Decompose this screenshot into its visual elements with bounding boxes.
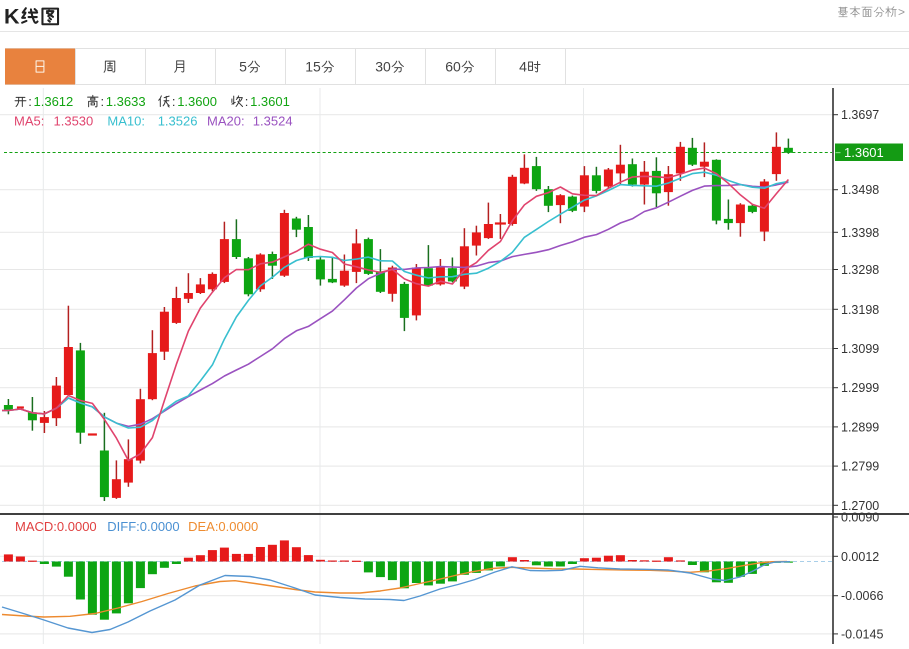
- svg-text:-0.0145: -0.0145: [841, 627, 883, 641]
- svg-text:K: K: [4, 5, 20, 29]
- svg-text:1.3633: 1.3633: [106, 94, 146, 109]
- svg-text:1.2799: 1.2799: [841, 460, 879, 474]
- svg-text:1.3198: 1.3198: [841, 303, 879, 317]
- svg-text:1.3526: 1.3526: [158, 114, 198, 129]
- svg-text:4: 4: [519, 59, 527, 75]
- svg-text:0.0090: 0.0090: [841, 511, 879, 525]
- svg-text:-0.0066: -0.0066: [841, 589, 883, 603]
- svg-text::: :: [172, 94, 176, 109]
- svg-text:MA5:: MA5:: [14, 114, 44, 129]
- svg-text:1.3298: 1.3298: [841, 263, 879, 277]
- svg-text:3: 3: [375, 59, 383, 75]
- svg-text:1.3498: 1.3498: [841, 183, 879, 197]
- svg-text:1: 1: [305, 59, 313, 75]
- svg-text:1.3697: 1.3697: [841, 108, 879, 122]
- svg-text:0: 0: [453, 59, 461, 75]
- svg-text:>: >: [898, 5, 905, 19]
- svg-text:1.3398: 1.3398: [841, 226, 879, 240]
- svg-text:MACD:0.0000: MACD:0.0000: [15, 519, 97, 534]
- svg-text:1.3600: 1.3600: [177, 94, 217, 109]
- svg-text:MA20:: MA20:: [207, 114, 245, 129]
- svg-text:0.0012: 0.0012: [841, 550, 879, 564]
- svg-text::: :: [28, 94, 32, 109]
- svg-text:MA10:: MA10:: [107, 114, 145, 129]
- svg-text:1.3530: 1.3530: [54, 114, 94, 129]
- svg-text:1.2999: 1.2999: [841, 381, 879, 395]
- svg-text:5: 5: [239, 59, 247, 75]
- svg-text:0: 0: [383, 59, 391, 75]
- svg-text::: :: [101, 94, 105, 109]
- svg-text:1.3612: 1.3612: [34, 94, 74, 109]
- svg-text:1.3601: 1.3601: [844, 145, 884, 160]
- svg-text:1.3601: 1.3601: [250, 94, 290, 109]
- svg-text::: :: [245, 94, 249, 109]
- svg-text:DIFF:0.0000: DIFF:0.0000: [107, 519, 179, 534]
- svg-text:1.2899: 1.2899: [841, 420, 879, 434]
- svg-text:1.3099: 1.3099: [841, 342, 879, 356]
- svg-text:5: 5: [313, 59, 321, 75]
- svg-text:6: 6: [445, 59, 453, 75]
- svg-text:1.2700: 1.2700: [841, 499, 879, 513]
- svg-text:DEA:0.0000: DEA:0.0000: [188, 519, 258, 534]
- svg-text:1.3524: 1.3524: [253, 114, 293, 129]
